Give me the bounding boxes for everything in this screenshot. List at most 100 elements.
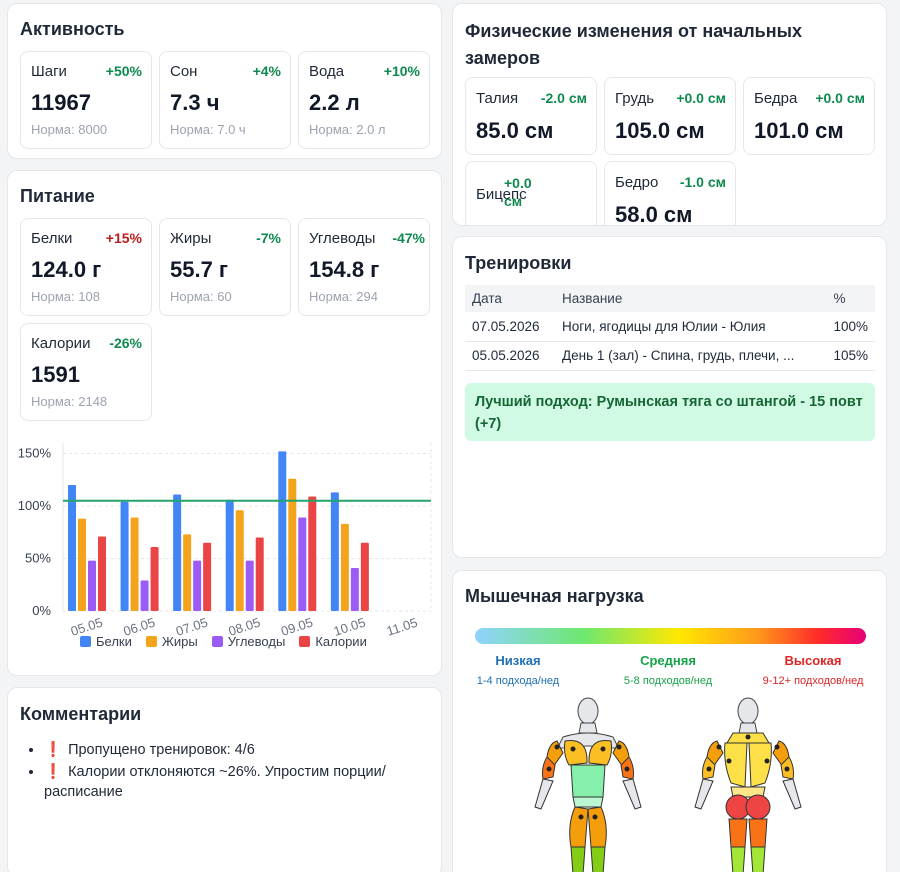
chart-legend: Белки Жиры Углеводы Калории (80, 634, 367, 649)
workouts-title: Тренировки (465, 253, 572, 273)
bar-Калории (308, 496, 317, 611)
metric-delta: +50% (105, 63, 142, 79)
measurement-waist: Талия -2.0 см 85.0 см (465, 77, 597, 155)
bar-Жиры (340, 523, 349, 611)
metric-steps: Шаги +50% 11967 Норма: 8000 (20, 51, 152, 149)
measurement-value: 58.0 см (615, 202, 693, 226)
metric-name: Вода (309, 63, 345, 80)
metric-value: 2.2 л (309, 90, 360, 115)
legend-swatch (211, 636, 223, 647)
measurement-value: 85.0 см (476, 118, 554, 143)
metric-value: 1591 (31, 362, 80, 387)
metric-norm: Норма: 7.0 ч (170, 122, 246, 137)
bar-Калории (98, 536, 106, 611)
metric-value: 55.7 г (170, 257, 229, 282)
table-header-row: Дата Название % (465, 285, 875, 312)
body-back-figure (694, 697, 802, 872)
measurements-title: Физические изменения от начальных замеро… (465, 18, 802, 72)
bar-Белки (68, 485, 76, 611)
comments-title: Комментарии (20, 704, 142, 724)
load-level-high-sub: 9-12+ подходов/нед (762, 675, 864, 687)
bar-Жиры (235, 510, 244, 611)
comments-list: ❗Пропущено тренировок: 4/6 ❗Калории откл… (28, 740, 418, 804)
metric-value: 11967 (31, 90, 91, 115)
load-level-high: Высокая (784, 653, 842, 668)
best-set-banner: Лучший подход: Румынская тяга со штангой… (465, 383, 875, 441)
metric-value: 154.8 г (309, 257, 380, 282)
bar-Углеводы (193, 560, 202, 611)
comment-item: ❗Калории отклоняются ~26%. Упростим порц… (44, 762, 418, 802)
measurement-name: Бицепс (476, 186, 527, 203)
cell-name: Ноги, ягодицы для Юлии - Юлия (555, 312, 827, 342)
metric-sleep: Сон +4% 7.3 ч Норма: 7.0 ч (159, 51, 291, 149)
cell-date: 07.05.2026 (465, 312, 555, 342)
legend-swatch (145, 636, 157, 647)
legend-swatch (80, 636, 91, 647)
legend-item: Калории (299, 634, 367, 649)
metric-delta: -47% (392, 230, 425, 246)
metric-name: Жиры (170, 230, 212, 247)
cell-pct: 105% (826, 341, 875, 371)
load-gradient-bar (475, 628, 866, 644)
bar-Белки (120, 501, 129, 611)
metric-delta: +15% (105, 230, 142, 246)
x-tick-label: 11.05 (385, 615, 420, 639)
comments-card: Комментарии ❗ Пропущено тренировок: 4/6 ❗… (7, 687, 442, 872)
legend-label: Калории (315, 634, 367, 649)
metric-norm: Норма: 60 (170, 289, 232, 304)
measurement-name: Грудь (615, 90, 655, 107)
measurement-biceps: Бицепс +0.0 см (465, 161, 597, 225)
cell-pct: 100% (826, 312, 875, 342)
measurement-delta: -1.0 см (679, 174, 726, 190)
comment-text: Калории отклоняются ~26%. Упростим порци… (44, 764, 386, 800)
activity-card: Активность Шаги +50% 11967 Норма: 8000 С… (7, 3, 442, 159)
bar-Жиры (183, 534, 192, 611)
measurement-thigh: Бедро -1.0 см 58.0 см (604, 161, 736, 226)
legend-label: Углеводы (227, 634, 286, 649)
header-name: Название (555, 285, 827, 312)
bar-Калории (150, 546, 159, 611)
bar-Калории (203, 542, 212, 611)
workouts-card: Тренировки Дата Название % 07.05.2026 Но… (452, 236, 887, 558)
measurements-title-line2: замеров (465, 48, 541, 68)
bar-Жиры (130, 517, 139, 611)
legend-item: Жиры (145, 634, 198, 649)
measurement-chest: Грудь +0.0 см 105.0 см (604, 77, 736, 155)
metric-name: Калории (31, 335, 91, 352)
metric-delta: +4% (252, 63, 281, 79)
measurement-delta: +0.0 см (676, 90, 726, 106)
y-tick-label: 100% (18, 498, 52, 513)
table-row[interactable]: 05.05.2026 День 1 (зал) - Спина, грудь, … (465, 341, 875, 371)
workouts-table: Дата Название % 07.05.2026 Ноги, ягодицы… (465, 285, 875, 371)
measurements-card: Физические изменения от начальных замеро… (452, 3, 887, 226)
bar-Углеводы (298, 517, 307, 611)
bar-Белки (278, 451, 287, 611)
metric-delta: -7% (256, 230, 281, 246)
metric-norm: Норма: 108 (31, 289, 100, 304)
legend-item: Белки (80, 634, 132, 649)
metric-name: Белки (31, 230, 73, 247)
cell-date: 05.05.2026 (465, 341, 555, 371)
bar-Углеводы (245, 560, 254, 611)
legend-swatch (299, 636, 311, 647)
load-level-mid-sub: 5-8 подходов/нед (623, 675, 713, 687)
measurement-delta: -2.0 см (540, 90, 587, 106)
legend-label: Жиры (161, 634, 198, 649)
cell-name: День 1 (зал) - Спина, грудь, плечи, ... (555, 341, 827, 371)
metric-value: 124.0 г (31, 257, 102, 282)
comment-item: ❗ Пропущено тренировок: 4/6 (44, 740, 418, 760)
measurement-delta: +0.0 см (504, 175, 532, 209)
table-row[interactable]: 07.05.2026 Ноги, ягодицы для Юлии - Юлия… (465, 312, 875, 342)
metric-norm: Норма: 8000 (31, 122, 108, 137)
bar-Углеводы (88, 560, 96, 611)
metric-norm: Норма: 2.0 л (309, 122, 386, 137)
metric-name: Шаги (31, 63, 67, 80)
measurement-value: 105.0 см (615, 118, 705, 143)
measurement-name: Бедро (615, 174, 659, 191)
header-date: Дата (465, 285, 555, 312)
y-tick-label: 50% (25, 551, 51, 566)
y-tick-label: 150% (18, 446, 52, 461)
metric-calories: Калории -26% 1591 Норма: 2148 (20, 323, 152, 421)
measurement-hips: Бедра +0.0 см 101.0 см (743, 77, 875, 155)
bar-Калории (360, 542, 369, 611)
